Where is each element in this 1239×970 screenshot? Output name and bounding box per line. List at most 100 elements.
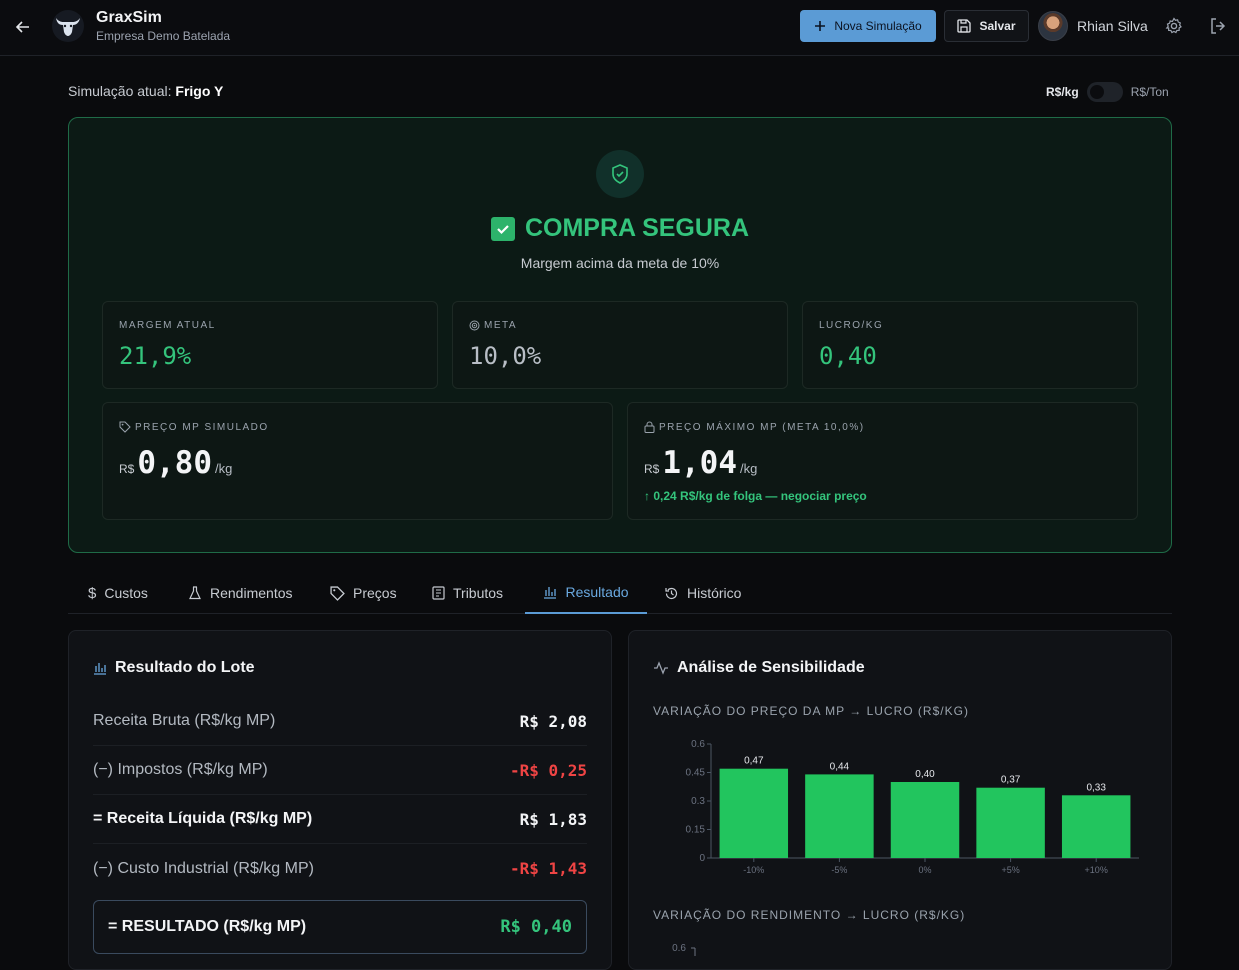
preco-maximo-currency: R$ — [644, 462, 660, 476]
brand-name: GraxSim — [96, 9, 162, 26]
gear-icon[interactable] — [1165, 17, 1183, 40]
avatar[interactable] — [1038, 11, 1068, 41]
new-simulation-button[interactable]: Nova Simulação — [800, 10, 936, 42]
tab-custos[interactable]: $ Custos — [86, 572, 150, 614]
new-simulation-label: Nova Simulação — [834, 19, 922, 33]
tab-custos-label: Custos — [104, 585, 148, 601]
row-label: = Receita Líquida (R$/kg MP) — [93, 810, 313, 827]
plus-icon — [815, 21, 826, 31]
tab-precos[interactable]: Preços — [328, 572, 399, 614]
arrow-up-icon: ↑ — [644, 489, 650, 503]
row-label: (−) Impostos (R$/kg MP) — [93, 761, 268, 778]
total-result: = RESULTADO (R$/kg MP) R$ 0,40 — [93, 900, 587, 954]
folga-note: ↑ 0,24 R$/kg de folga — negociar preço — [644, 489, 867, 503]
row-value: -R$ 0,25 — [509, 760, 587, 780]
lucro-label: LUCRO/KG — [819, 320, 884, 331]
tab-historico-label: Histórico — [687, 585, 742, 601]
user-name[interactable]: Rhian Silva — [1077, 18, 1148, 34]
bar-value-label: 0,47 — [744, 756, 764, 767]
sensibilidade-panel: Análise de Sensibilidade VARIAÇÃO DO PRE… — [628, 630, 1172, 970]
preco-sensitivity-chart: 0 0.15 0.3 0.45 0.6 0,47 -10% 0,44 -5% 0,40 0% 0,37… — [686, 739, 1139, 875]
bar-value-label: 0,37 — [1001, 775, 1021, 786]
tab-bar: $ Custos Rendimentos Preços Tributos Res… — [68, 572, 1172, 614]
status-panel: COMPRA SEGURA Margem acima da meta de 10… — [68, 117, 1172, 553]
y-tick-label: 0.6 — [691, 739, 705, 750]
preco-section-label: VARIAÇÃO DO PREÇO DA MP → LUCRO (R$/KG) — [653, 704, 969, 718]
row-value: R$ 1,83 — [519, 809, 587, 829]
floppy-disk-icon — [957, 19, 972, 33]
row-value: R$ 2,08 — [519, 711, 587, 731]
company-name: Empresa Demo Batelada — [96, 29, 231, 43]
x-tick-label: +5% — [1001, 865, 1019, 875]
tag-icon — [119, 421, 131, 433]
unit-ton-label[interactable]: R$/Ton — [1130, 85, 1169, 99]
bar-chart-icon — [94, 663, 106, 675]
tab-rendimentos[interactable]: Rendimentos — [186, 572, 295, 614]
back-arrow-icon[interactable] — [12, 16, 34, 38]
margem-label: MARGEM ATUAL — [119, 320, 216, 331]
bar — [976, 787, 1045, 858]
result-row: (−) Impostos (R$/kg MP) -R$ 0,25 — [93, 746, 587, 795]
resultado-title: Resultado do Lote — [115, 659, 255, 676]
brand: GraxSim Empresa Demo Batelada — [96, 9, 230, 43]
x-tick-label: +10% — [1085, 865, 1108, 875]
logout-icon[interactable] — [1209, 17, 1227, 40]
rendimento-sensitivity-chart: 0.6 — [672, 943, 696, 956]
margem-card: MARGEM ATUAL 21,9% — [102, 301, 438, 389]
row-value: -R$ 1,43 — [509, 859, 587, 878]
bar-value-label: 0,44 — [830, 761, 850, 772]
activity-icon — [654, 661, 668, 675]
tag-icon — [330, 585, 345, 601]
shield-check-icon — [596, 150, 644, 198]
preco-simulado-value: 0,80 — [137, 445, 212, 481]
row-label: (−) Custo Industrial (R$/kg MP) — [93, 859, 314, 877]
preco-simulado-card: PREÇO MP SIMULADO R$ 0,80 /kg — [102, 402, 613, 520]
margem-value: 21,9% — [119, 342, 192, 370]
tab-resultado[interactable]: Resultado — [525, 572, 647, 614]
y-tick-label: 0.6 — [672, 943, 686, 954]
result-row: (−) Custo Industrial (R$/kg MP) -R$ 1,43 — [93, 844, 587, 893]
status-text: COMPRA SEGURA — [524, 214, 750, 242]
preco-simulado-unit: /kg — [215, 461, 233, 476]
preco-simulado-label: PREÇO MP SIMULADO — [135, 421, 269, 433]
bar — [805, 774, 874, 858]
x-tick-label: 0% — [918, 865, 931, 875]
checkbox-icon — [490, 216, 515, 241]
preco-maximo-card: PREÇO MÁXIMO MP (META 10,0%) R$ 1,04 /kg… — [627, 402, 1138, 520]
preco-simulado-currency: R$ — [119, 462, 135, 476]
status-title: COMPRA SEGURA — [69, 214, 1171, 243]
dollar-icon: $ — [88, 584, 97, 602]
y-tick-label: 0.45 — [686, 768, 706, 779]
rendimento-section-label: VARIAÇÃO DO RENDIMENTO → LUCRO (R$/KG) — [653, 908, 966, 922]
total-value: R$ 0,40 — [500, 917, 572, 937]
tab-tributos[interactable]: Tributos — [430, 572, 505, 614]
preco-maximo-value: 1,04 — [662, 445, 737, 481]
save-label: Salvar — [979, 19, 1016, 33]
y-tick-label: 0 — [699, 853, 705, 864]
bar — [890, 782, 960, 858]
tab-historico[interactable]: Histórico — [662, 572, 743, 614]
bar-value-label: 0,33 — [1086, 782, 1106, 793]
bar — [1061, 795, 1131, 858]
bar-value-label: 0,40 — [915, 769, 935, 780]
total-label: = RESULTADO (R$/kg MP) — [108, 918, 307, 935]
current-simulation-label: Simulação atual: — [68, 83, 172, 99]
lucro-value: 0,40 — [819, 342, 877, 370]
bull-logo-icon — [52, 10, 84, 42]
current-simulation: Simulação atual: Frigo Y — [68, 83, 223, 99]
y-tick-label: 0.15 — [686, 825, 706, 836]
save-button[interactable]: Salvar — [944, 10, 1029, 42]
row-label: Receita Bruta (R$/kg MP) — [93, 712, 276, 729]
meta-card: META 10,0% — [452, 301, 788, 389]
meta-label: META — [484, 320, 518, 331]
meta-value: 10,0% — [469, 342, 542, 370]
unit-switch[interactable] — [1086, 82, 1123, 102]
tab-resultado-label: Resultado — [565, 584, 629, 600]
sensibilidade-title: Análise de Sensibilidade — [677, 659, 865, 676]
current-simulation-name: Frigo Y — [175, 83, 224, 99]
unit-kg-label[interactable]: R$/kg — [1046, 85, 1079, 99]
tab-precos-label: Preços — [353, 585, 397, 601]
history-icon — [665, 587, 678, 599]
receipt-icon — [432, 586, 445, 600]
unit-toggle: R$/kg R$/Ton — [1046, 82, 1169, 102]
